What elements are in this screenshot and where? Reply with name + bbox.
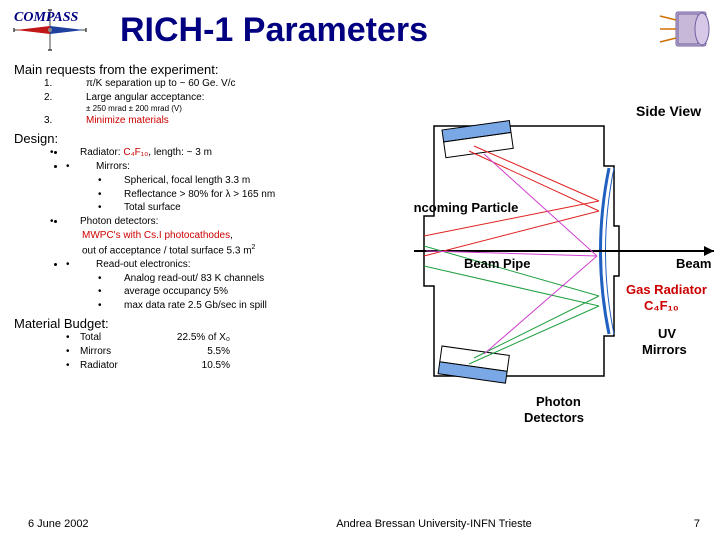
label-incoming: Incoming Particle <box>414 200 518 215</box>
footer: 6 June 2002 Andrea Bressan University-IN… <box>0 518 720 530</box>
logo-text: COMPASS <box>14 10 78 26</box>
label-photon: Photon <box>536 394 581 409</box>
rich-side-view-diagram: Side View Incoming Particle Beam Pipe Be… <box>414 96 714 436</box>
label-side-view: Side View <box>636 103 701 119</box>
compass-logo: COMPASS <box>10 8 90 52</box>
label-mirrors: Mirrors <box>642 342 687 357</box>
label-beam-pipe: Beam Pipe <box>464 256 530 271</box>
list-item: 1.π/K separation up to ~ 60 Ge. V/c <box>66 77 710 91</box>
footer-author: Andrea Bressan University-INFN Trieste <box>208 518 660 530</box>
label-uv: UV <box>658 326 676 341</box>
footer-date: 6 June 2002 <box>28 518 208 530</box>
label-gas-radiator: Gas Radiator <box>626 282 707 297</box>
label-gas-radiator-2: C₄F₁₀ <box>644 298 679 313</box>
page-title: RICH-1 Parameters <box>120 11 428 50</box>
main-requests-heading: Main requests from the experiment: <box>14 62 710 77</box>
label-beam: Beam <box>676 256 711 271</box>
detector-icon <box>658 6 714 52</box>
footer-page: 7 <box>660 518 700 530</box>
label-detectors: Detectors <box>524 410 584 425</box>
